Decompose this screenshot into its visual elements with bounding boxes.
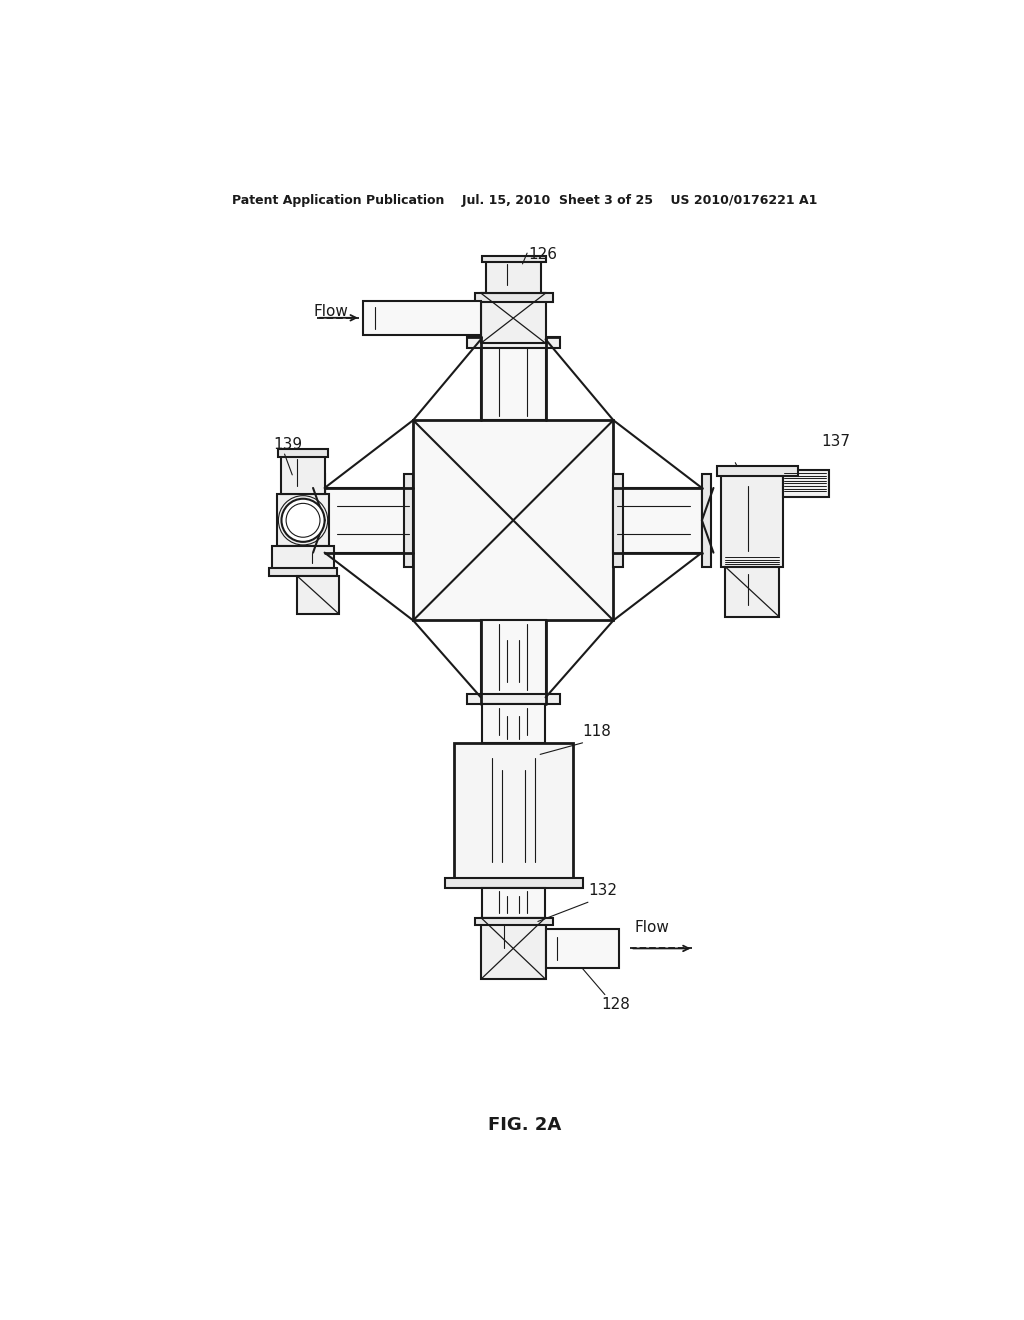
Bar bbox=[325, 488, 413, 553]
Bar bbox=[613, 488, 701, 553]
Bar bbox=[546, 929, 618, 968]
Bar bbox=[269, 568, 337, 576]
Bar bbox=[364, 301, 481, 335]
Bar bbox=[782, 470, 829, 498]
Bar bbox=[725, 566, 779, 616]
Bar bbox=[297, 576, 339, 614]
Bar bbox=[467, 337, 560, 348]
Bar bbox=[701, 474, 711, 568]
Text: 128: 128 bbox=[601, 997, 630, 1012]
Bar bbox=[279, 449, 328, 457]
Bar bbox=[467, 693, 560, 705]
Text: FIG. 2A: FIG. 2A bbox=[488, 1115, 561, 1134]
Bar bbox=[315, 474, 325, 568]
Bar bbox=[475, 917, 553, 925]
Bar bbox=[282, 451, 325, 494]
Text: 132: 132 bbox=[588, 883, 616, 899]
Text: Flow: Flow bbox=[634, 920, 669, 935]
Bar bbox=[481, 917, 547, 979]
Circle shape bbox=[286, 503, 319, 537]
Bar bbox=[481, 620, 547, 697]
Bar bbox=[454, 743, 573, 878]
Bar bbox=[481, 339, 547, 420]
Text: Flow: Flow bbox=[313, 304, 348, 319]
Circle shape bbox=[282, 499, 325, 541]
Bar bbox=[444, 878, 583, 888]
Bar bbox=[482, 705, 545, 743]
Bar bbox=[717, 466, 798, 475]
Bar bbox=[413, 420, 613, 620]
Bar bbox=[272, 546, 334, 573]
Text: 118: 118 bbox=[583, 723, 611, 739]
Text: 139: 139 bbox=[273, 437, 302, 451]
Bar bbox=[613, 474, 623, 568]
Bar bbox=[482, 888, 545, 917]
Bar bbox=[481, 293, 547, 343]
Bar bbox=[481, 256, 546, 263]
Bar bbox=[721, 474, 782, 566]
Bar bbox=[403, 474, 413, 568]
Text: 137: 137 bbox=[821, 434, 850, 449]
Text: Patent Application Publication    Jul. 15, 2010  Sheet 3 of 25    US 2010/017622: Patent Application Publication Jul. 15, … bbox=[232, 194, 817, 207]
Text: 126: 126 bbox=[528, 247, 558, 261]
Bar bbox=[486, 259, 541, 293]
Bar bbox=[475, 293, 553, 302]
Bar bbox=[482, 293, 545, 339]
Bar bbox=[276, 494, 330, 546]
